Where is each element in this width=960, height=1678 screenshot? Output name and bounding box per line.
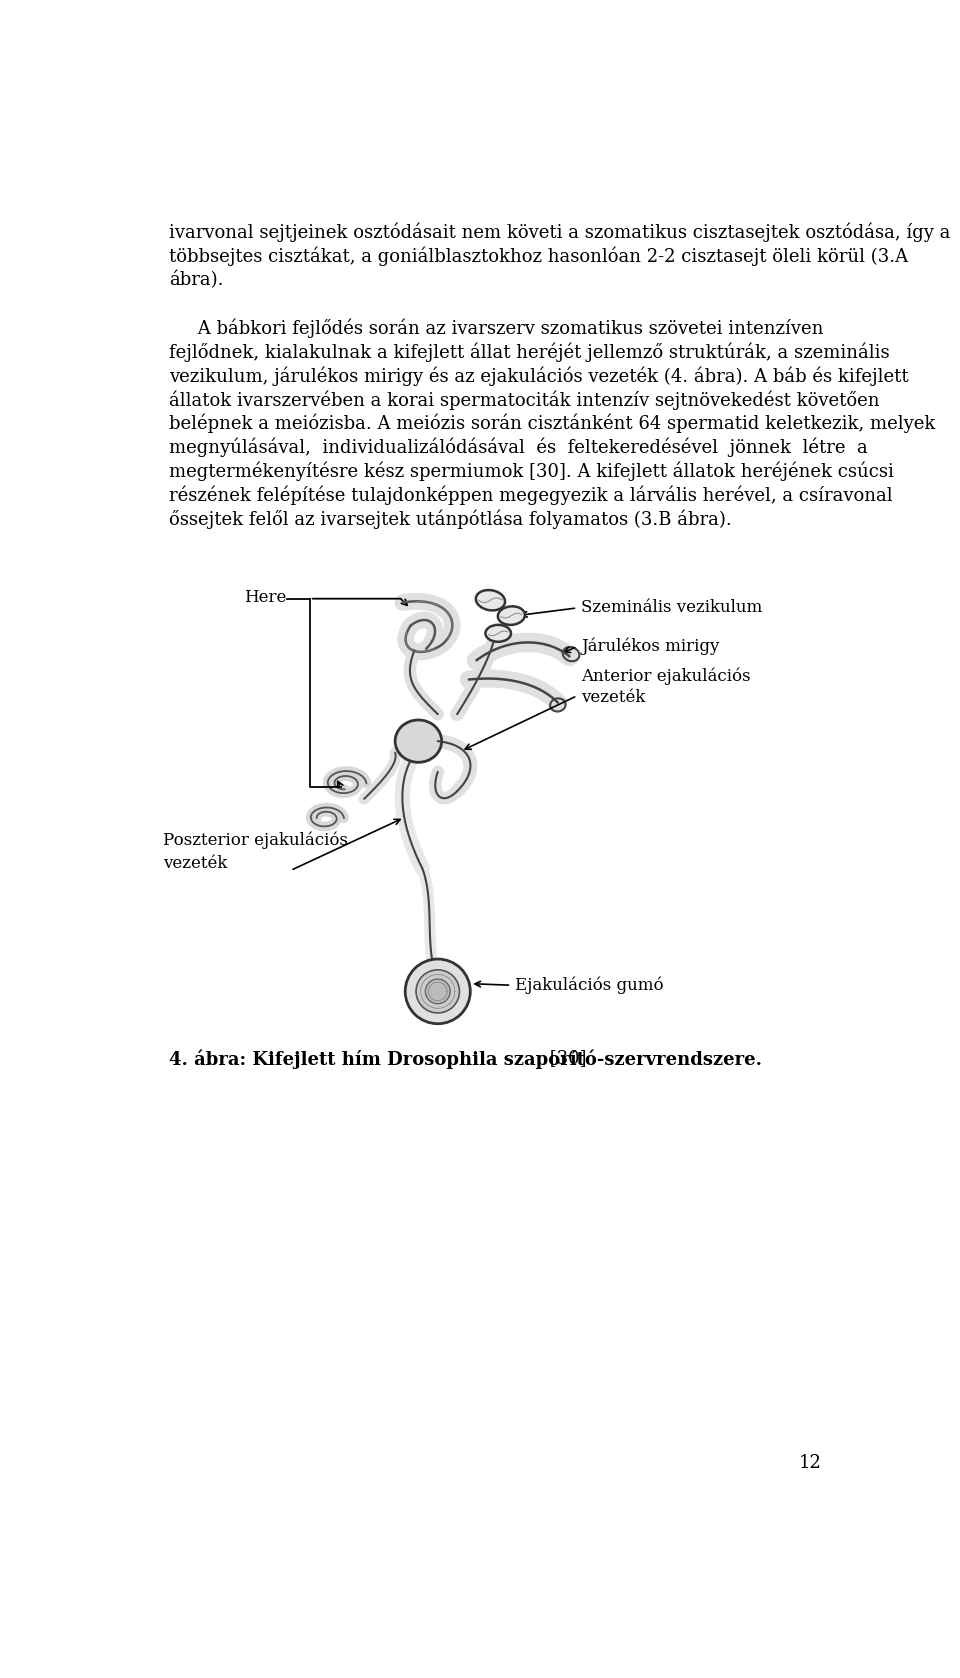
Text: vezeték: vezeték <box>581 690 645 706</box>
Text: Anterior ejakulációs: Anterior ejakulációs <box>581 668 751 685</box>
Text: A bábkori fejlődés során az ivarszerv szomatikus szövetei intenzíven: A bábkori fejlődés során az ivarszerv sz… <box>169 319 824 337</box>
Text: fejlődnek, kialakulnak a kifejlett állat heréjét jellemző struktúrák, a szeminál: fejlődnek, kialakulnak a kifejlett állat… <box>169 342 890 362</box>
Ellipse shape <box>498 606 525 624</box>
Text: vezeték: vezeték <box>162 856 227 873</box>
Text: [30]: [30] <box>543 1049 587 1067</box>
Text: belépnek a meiózisba. A meiózis során cisztánként 64 spermatid keletkezik, melye: belépnek a meiózisba. A meiózis során ci… <box>169 414 935 433</box>
Text: megnyúlásával,  individualizálódásával  és  feltekeredésével  jönnek  létre  a: megnyúlásával, individualizálódásával és… <box>169 438 868 456</box>
Text: 4. ábra: Kifejlett hím Drosophila szaporító-szervrendszere.: 4. ábra: Kifejlett hím Drosophila szapor… <box>169 1049 762 1069</box>
Text: 12: 12 <box>799 1453 822 1472</box>
Text: állatok ivarszervében a korai spermatociták intenzív sejtnövekedést követően: állatok ivarszervében a korai spermatoci… <box>169 389 879 409</box>
Ellipse shape <box>476 591 505 611</box>
Text: Szeminális vezikulum: Szeminális vezikulum <box>581 599 762 616</box>
Text: Ejakulációs gumó: Ejakulációs gumó <box>516 977 664 993</box>
Ellipse shape <box>396 720 442 762</box>
Circle shape <box>425 978 450 1003</box>
Text: többsejtes cisztákat, a goniálblasztokhoz hasonlóan 2-2 cisztasejt öleli körül (: többsejtes cisztákat, a goniálblasztokho… <box>169 247 908 267</box>
Text: ábra).: ábra). <box>169 270 224 289</box>
Ellipse shape <box>563 648 580 661</box>
Circle shape <box>405 960 470 1024</box>
Ellipse shape <box>486 624 511 641</box>
Text: vezikulum, járulékos mirigy és az ejakulációs vezeték (4. ábra). A báb és kifejl: vezikulum, járulékos mirigy és az ejakul… <box>169 366 908 386</box>
Circle shape <box>416 970 460 1014</box>
Text: részének felépítése tulajdonképpen megegyezik a lárvális herével, a csíravonal: részének felépítése tulajdonképpen megeg… <box>169 485 893 505</box>
Text: megtermékenyítésre kész spermiumok [30]. A kifejlett állatok heréjének csúcsi: megtermékenyítésre kész spermiumok [30].… <box>169 461 894 482</box>
Text: Here: Here <box>244 589 286 606</box>
Text: Poszterior ejakulációs: Poszterior ejakulációs <box>162 831 348 849</box>
Text: ivarvonal sejtjeinek osztódásait nem követi a szomatikus cisztasejtek osztódása,: ivarvonal sejtjeinek osztódásait nem köv… <box>169 223 950 242</box>
Ellipse shape <box>550 698 565 711</box>
Text: őssejtek felől az ivarsejtek utánpótlása folyamatos (3.B ábra).: őssejtek felől az ivarsejtek utánpótlása… <box>169 510 732 529</box>
Text: Járulékos mirigy: Járulékos mirigy <box>581 638 719 654</box>
